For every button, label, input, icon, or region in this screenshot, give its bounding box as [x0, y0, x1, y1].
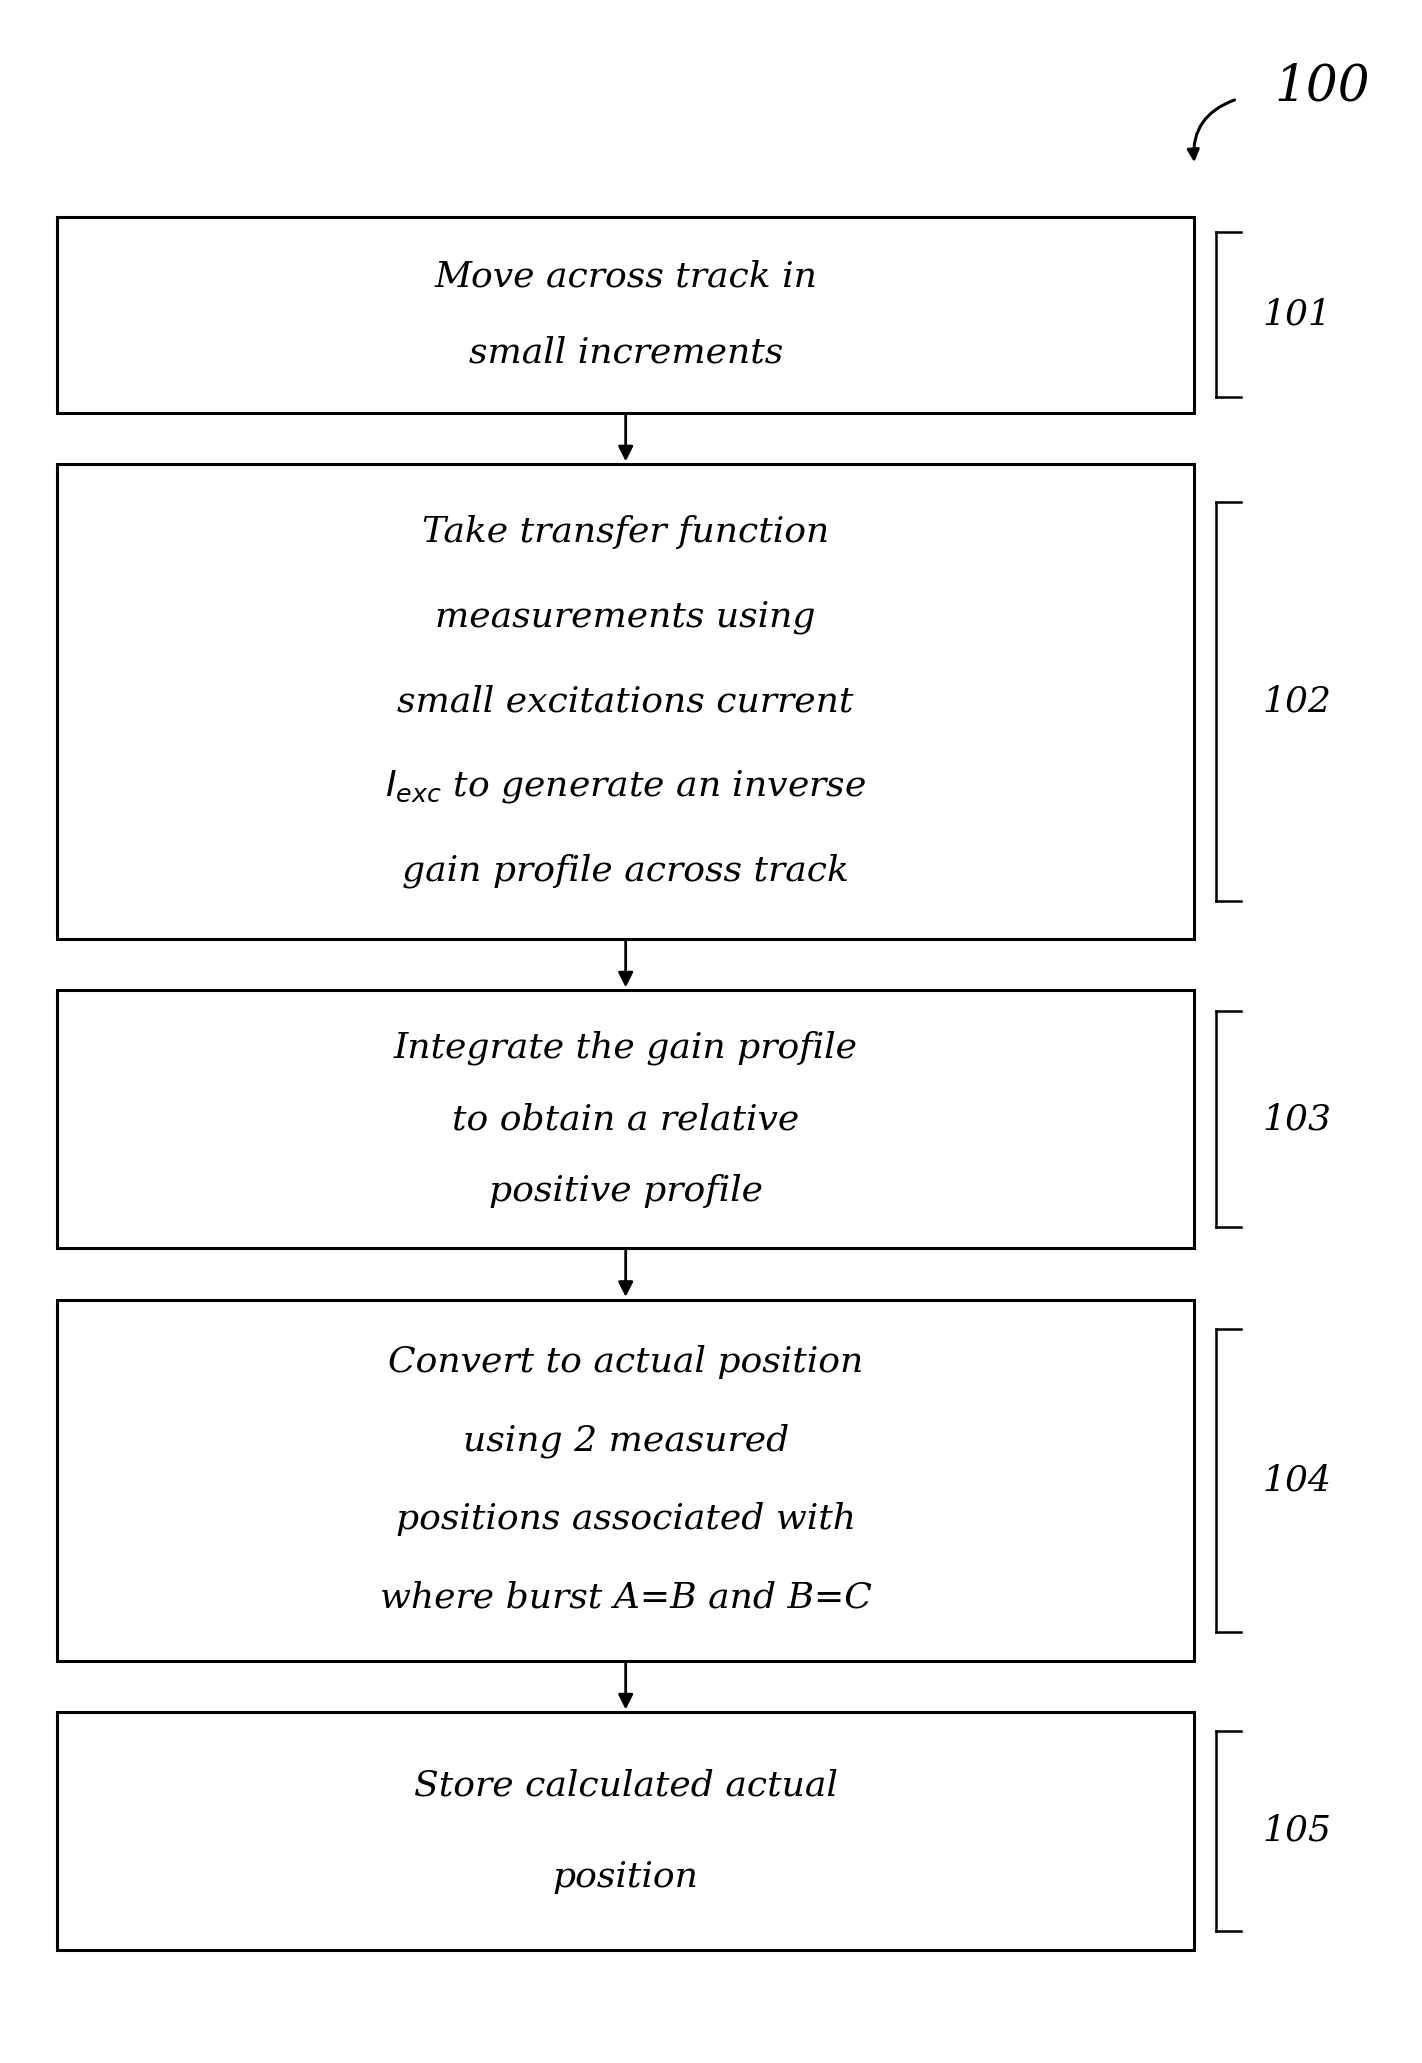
Text: 104: 104 [1263, 1463, 1332, 1498]
Text: $I_{exc}$ to generate an inverse: $I_{exc}$ to generate an inverse [385, 767, 866, 805]
Bar [57, 217, 1194, 413]
Text: gain profile across track: gain profile across track [402, 854, 849, 889]
Text: using 2 measured: using 2 measured [462, 1423, 789, 1459]
Bar [57, 1300, 1194, 1661]
Text: to obtain a relative: to obtain a relative [452, 1102, 799, 1137]
Text: small increments: small increments [469, 336, 782, 369]
Text: 101: 101 [1263, 297, 1332, 332]
Text: Convert to actual position: Convert to actual position [388, 1345, 863, 1380]
Text: 103: 103 [1263, 1102, 1332, 1137]
Text: 100: 100 [1274, 62, 1371, 111]
Bar [57, 1712, 1194, 1950]
Text: Move across track in: Move across track in [434, 260, 818, 293]
Text: positions associated with: positions associated with [395, 1502, 856, 1537]
Bar [57, 990, 1194, 1248]
Text: Store calculated actual: Store calculated actual [414, 1768, 838, 1803]
Text: measurements using: measurements using [435, 600, 816, 633]
Text: Take transfer function: Take transfer function [422, 516, 829, 549]
Text: 105: 105 [1263, 1813, 1332, 1848]
Text: position: position [553, 1859, 698, 1894]
Text: positive profile: positive profile [489, 1174, 762, 1207]
Text: where burst A=B and B=C: where burst A=B and B=C [380, 1580, 872, 1615]
FancyArrowPatch shape [1189, 99, 1234, 159]
Text: 102: 102 [1263, 685, 1332, 718]
Text: small excitations current: small excitations current [398, 685, 853, 718]
Bar [57, 464, 1194, 939]
Text: Integrate the gain profile: Integrate the gain profile [394, 1029, 857, 1065]
